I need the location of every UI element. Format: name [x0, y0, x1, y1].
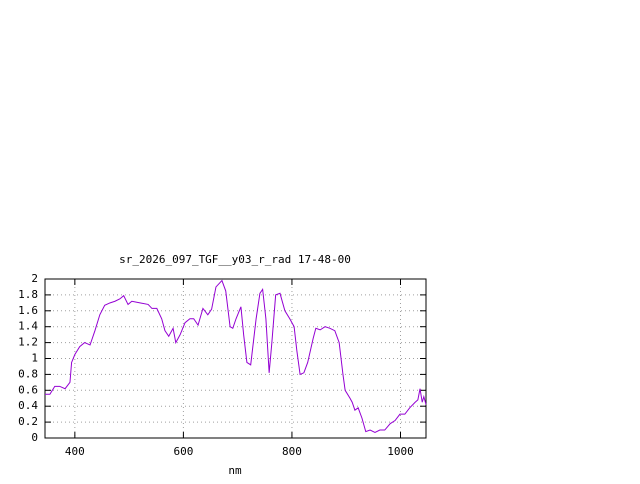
plot-border: [44, 278, 427, 439]
y-tick-label: 0.2: [18, 415, 38, 428]
y-tick-label: 0.4: [18, 399, 38, 412]
x-tick-label: 400: [65, 445, 85, 458]
y-tick-label: 1.4: [18, 320, 38, 333]
chart-title: sr_2026_097_TGF__y03_r_rad 17-48-00: [119, 253, 351, 266]
x-tick-label: 800: [282, 445, 302, 458]
y-tick-label: 0.8: [18, 367, 38, 380]
y-tick-label: 1.8: [18, 288, 38, 301]
y-tick-label: 1.6: [18, 304, 38, 317]
y-tick-label: 0: [31, 431, 38, 444]
data-line: [45, 279, 427, 433]
y-tick-label: 1.2: [18, 336, 38, 349]
y-tick-label: 0.6: [18, 383, 38, 396]
x-axis-label: nm: [228, 464, 242, 477]
x-tick-label: 1000: [387, 445, 414, 458]
y-tick-label: 1: [31, 352, 38, 365]
y-tick-label: 2: [31, 272, 38, 285]
x-tick-label: 600: [173, 445, 193, 458]
